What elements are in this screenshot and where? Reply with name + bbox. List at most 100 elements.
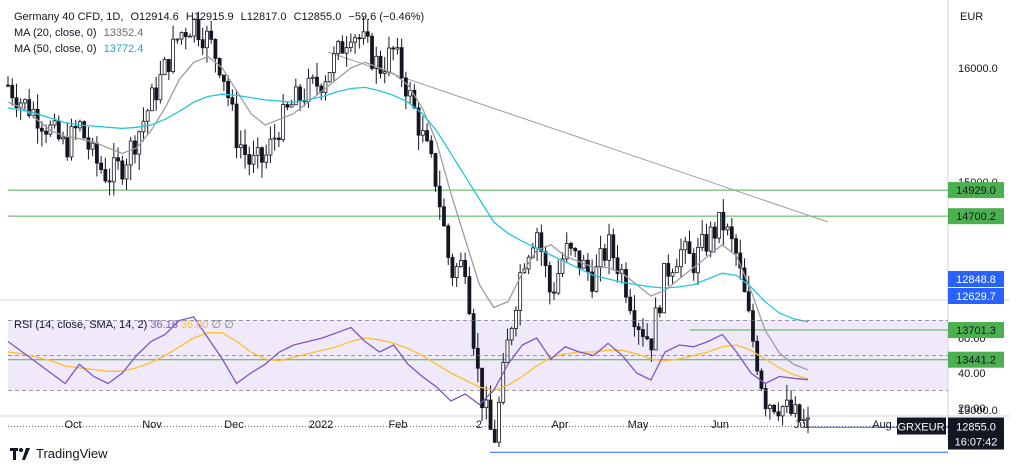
candle-body bbox=[103, 169, 108, 182]
level-tag-13701.3-bg bbox=[948, 322, 1004, 339]
countdown-tag: 16:07:42 bbox=[955, 437, 998, 449]
level-tag-14700.2: 14700.2 bbox=[956, 211, 996, 223]
ma50-value: 13772.4 bbox=[103, 43, 144, 55]
time-tick-label: 2 bbox=[476, 419, 482, 431]
candle-body bbox=[353, 37, 357, 43]
candle-body bbox=[425, 130, 429, 142]
candle-body bbox=[535, 232, 540, 249]
candle-body bbox=[23, 99, 27, 104]
candle-body bbox=[772, 404, 777, 413]
level-tag-14700.2-bg bbox=[948, 208, 1004, 225]
candle-body bbox=[751, 310, 755, 342]
candle-body bbox=[200, 39, 205, 49]
candle-body bbox=[577, 250, 582, 269]
footer-brand-label: TradingView bbox=[36, 446, 108, 461]
level-tag-14929.0: 14929.0 bbox=[956, 185, 996, 197]
candle-body bbox=[552, 291, 556, 294]
time-tick-label: Jun bbox=[711, 419, 729, 431]
candle-body bbox=[86, 137, 91, 150]
level-tag-12848.8: 12848.8 bbox=[956, 274, 996, 286]
candle-body bbox=[442, 206, 446, 227]
candle-body bbox=[154, 87, 159, 101]
low-value: L12817.0 bbox=[240, 11, 287, 23]
candle-body bbox=[429, 140, 434, 155]
candle-body bbox=[255, 147, 260, 156]
candle-body bbox=[128, 140, 133, 166]
candle-body bbox=[518, 272, 523, 311]
candle-body bbox=[602, 248, 607, 261]
candle-body bbox=[238, 144, 243, 149]
candle-body bbox=[471, 313, 476, 349]
trendline bbox=[327, 51, 829, 223]
candle-body bbox=[437, 185, 442, 208]
candle-body bbox=[99, 162, 104, 170]
candle-body bbox=[683, 241, 688, 251]
candle-body bbox=[793, 404, 798, 414]
candle-body bbox=[120, 160, 125, 180]
candle-body bbox=[763, 388, 768, 410]
candle-body bbox=[327, 72, 332, 83]
candle-body bbox=[243, 144, 247, 155]
candle-body bbox=[721, 211, 726, 231]
ma20-value: 13352.4 bbox=[103, 27, 144, 39]
candle-body bbox=[272, 137, 277, 140]
candle-body bbox=[39, 127, 44, 132]
candle-body bbox=[700, 234, 705, 248]
candle-body bbox=[433, 153, 438, 187]
candle-body bbox=[162, 59, 167, 76]
ma50-legend: MA (50, close, 0) 13772.4 bbox=[14, 42, 147, 56]
candle-body bbox=[150, 87, 154, 112]
time-tick-label: Jul bbox=[794, 419, 808, 431]
candle-body bbox=[226, 81, 231, 99]
candle-body bbox=[365, 31, 370, 37]
candle-body bbox=[395, 47, 400, 50]
time-tick-label: Oct bbox=[64, 419, 81, 431]
candle-body bbox=[573, 247, 578, 252]
candle-body bbox=[340, 41, 345, 54]
candle-body bbox=[484, 399, 489, 409]
footer-brand[interactable]: TradingView bbox=[10, 446, 108, 461]
candle-body bbox=[61, 136, 65, 140]
candle-body bbox=[332, 53, 336, 73]
candle-body bbox=[158, 74, 163, 101]
candle-body bbox=[734, 238, 738, 254]
candle-body bbox=[382, 71, 387, 74]
candle-body bbox=[653, 307, 658, 351]
candle-body bbox=[497, 401, 501, 443]
candle-body bbox=[704, 234, 709, 252]
candle-body bbox=[293, 86, 298, 106]
candles bbox=[6, 11, 810, 448]
candle-body bbox=[247, 154, 252, 165]
candle-body bbox=[52, 120, 57, 126]
candle-body bbox=[315, 76, 319, 87]
candle-body bbox=[276, 137, 281, 140]
candle-body bbox=[336, 41, 341, 55]
candle-body bbox=[111, 157, 116, 183]
candle-body bbox=[27, 99, 32, 116]
candle-body bbox=[632, 310, 637, 328]
candle-body bbox=[14, 97, 19, 109]
candle-body bbox=[475, 347, 480, 369]
candle-body bbox=[488, 399, 493, 430]
level-tag-13441.2-bg bbox=[948, 351, 1004, 368]
candle-body bbox=[459, 260, 463, 267]
candle-body bbox=[175, 38, 180, 41]
change-value: −59.6 (−0.46%) bbox=[348, 11, 425, 23]
level-tag-13701.3: 13701.3 bbox=[956, 325, 996, 337]
candle-body bbox=[514, 310, 518, 329]
level-tag-13441.2: 13441.2 bbox=[956, 355, 996, 367]
candle-body bbox=[560, 258, 565, 274]
candle-body bbox=[687, 241, 692, 254]
candle-body bbox=[729, 226, 734, 240]
candle-body bbox=[454, 266, 459, 278]
candle-body bbox=[361, 31, 366, 39]
candle-body bbox=[450, 257, 455, 278]
candle-body bbox=[116, 157, 120, 162]
candle-body bbox=[73, 125, 78, 129]
candle-body bbox=[234, 103, 239, 149]
candle-body bbox=[6, 84, 10, 87]
candle-body bbox=[547, 265, 552, 293]
candle-body bbox=[205, 30, 209, 49]
candle-body bbox=[797, 404, 802, 422]
level-tag-12629.7-bg bbox=[948, 288, 1004, 304]
